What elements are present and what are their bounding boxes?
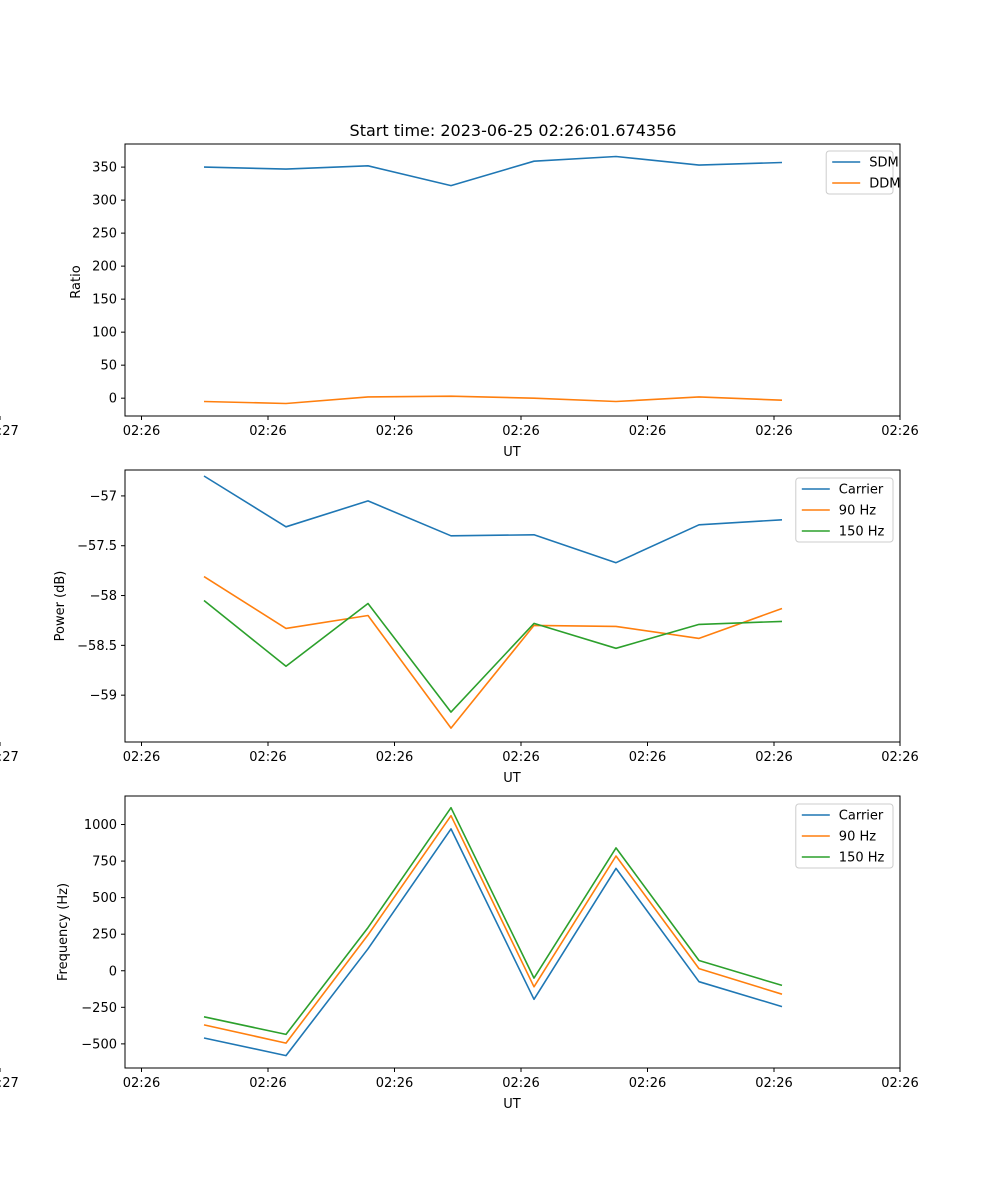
plot-frame <box>124 795 901 1069</box>
power-chart-panel: UT Power (dB) 02:26 02:26 02:26 02:26 02:26 0… <box>0 469 919 786</box>
x-tick-label: 02:26 <box>123 1076 160 1091</box>
y-tick-label: −59 <box>90 689 117 704</box>
x-axis-label: UT <box>503 771 521 786</box>
y-tick-label: −57 <box>90 489 117 504</box>
legend-label-90-hz: 90 Hz <box>839 504 876 519</box>
y-tick-label: 350 <box>92 161 117 176</box>
x-tick-label: 02:26 <box>123 750 160 765</box>
chart-title: Start time: 2023-06-25 02:26:01.674356 <box>350 121 677 140</box>
x-tick-label: 02:26 <box>249 1076 286 1091</box>
y-tick-label: 500 <box>92 891 117 906</box>
legend-label-sdm: SDM <box>869 156 898 171</box>
x-tick-label: 02:26 <box>629 1076 666 1091</box>
x-axis-label: UT <box>503 445 521 460</box>
legend-label-90-hz: 90 Hz <box>839 830 876 845</box>
y-tick-label: 1000 <box>84 818 117 833</box>
x-tick-label: 02:26 <box>755 424 792 439</box>
y-tick-label: 250 <box>92 928 117 943</box>
x-tick-label: 02:27 <box>0 424 19 439</box>
x-tick-label: 02:26 <box>502 424 539 439</box>
series-line-150-hz <box>203 599 783 713</box>
legend-label-ddm: DDM <box>869 177 900 192</box>
x-tick-label: 02:26 <box>123 424 160 439</box>
x-tick-label: 02:26 <box>881 424 918 439</box>
ratio-chart-panel: Start time: 2023-06-25 02:26:01.674356 U… <box>0 121 919 460</box>
legend: Carrier 90 Hz 150 Hz <box>795 477 894 543</box>
series-line-ddm <box>203 395 783 405</box>
x-tick-label: 02:26 <box>629 750 666 765</box>
series-line-90-hz <box>203 575 783 729</box>
y-tick-label: −58 <box>90 589 117 604</box>
y-axis-label: Ratio <box>69 265 84 298</box>
legend-label-carrier: Carrier <box>839 483 884 498</box>
x-tick-label: 02:27 <box>0 1076 19 1091</box>
x-tick-label: 02:27 <box>0 750 19 765</box>
y-tick-label: −250 <box>81 1001 117 1016</box>
y-tick-label: 100 <box>92 326 117 341</box>
plot-frame <box>124 143 901 417</box>
legend: Carrier 90 Hz 150 Hz <box>795 803 894 869</box>
y-axis-label: Frequency (Hz) <box>56 883 71 981</box>
series-line-sdm <box>203 155 783 187</box>
series-line-carrier <box>203 828 783 1057</box>
x-tick-label: 02:26 <box>376 424 413 439</box>
y-axis-label: Power (dB) <box>53 571 68 642</box>
x-tick-label: 02:26 <box>249 424 286 439</box>
y-tick-label: 150 <box>92 293 117 308</box>
y-tick-label: 300 <box>92 194 117 209</box>
legend: SDM DDM <box>825 150 900 195</box>
y-tick-label: −500 <box>81 1037 117 1052</box>
x-tick-label: 02:26 <box>755 750 792 765</box>
y-tick-label: 50 <box>100 359 117 374</box>
legend-label-150-hz: 150 Hz <box>839 851 885 866</box>
series-line-150-hz <box>203 806 783 1036</box>
y-tick-label: 200 <box>92 260 117 275</box>
series-line-90-hz <box>203 814 783 1044</box>
x-tick-label: 02:26 <box>629 424 666 439</box>
x-tick-label: 02:26 <box>881 1076 918 1091</box>
y-tick-label: 0 <box>109 392 117 407</box>
x-tick-label: 02:26 <box>376 1076 413 1091</box>
y-tick-label: 250 <box>92 227 117 242</box>
x-tick-label: 02:26 <box>249 750 286 765</box>
legend-box <box>795 803 894 869</box>
x-axis-label: UT <box>503 1097 521 1112</box>
legend-label-150-hz: 150 Hz <box>839 525 885 540</box>
legend-box <box>795 477 894 543</box>
x-tick-label: 02:26 <box>755 1076 792 1091</box>
frequency-chart-panel: UT Frequency (Hz) 02:26 02:26 02:26 02:26 02… <box>0 795 919 1112</box>
y-tick-label: 0 <box>109 964 117 979</box>
x-tick-label: 02:26 <box>502 1076 539 1091</box>
x-tick-label: 02:26 <box>502 750 539 765</box>
legend-label-carrier: Carrier <box>839 809 884 824</box>
y-tick-label: −57.5 <box>77 539 117 554</box>
y-tick-label: −58.5 <box>77 639 117 654</box>
x-tick-label: 02:26 <box>376 750 413 765</box>
series-line-carrier <box>203 475 783 564</box>
x-tick-label: 02:26 <box>881 750 918 765</box>
plot-frame <box>124 469 901 743</box>
y-tick-label: 750 <box>92 855 117 870</box>
